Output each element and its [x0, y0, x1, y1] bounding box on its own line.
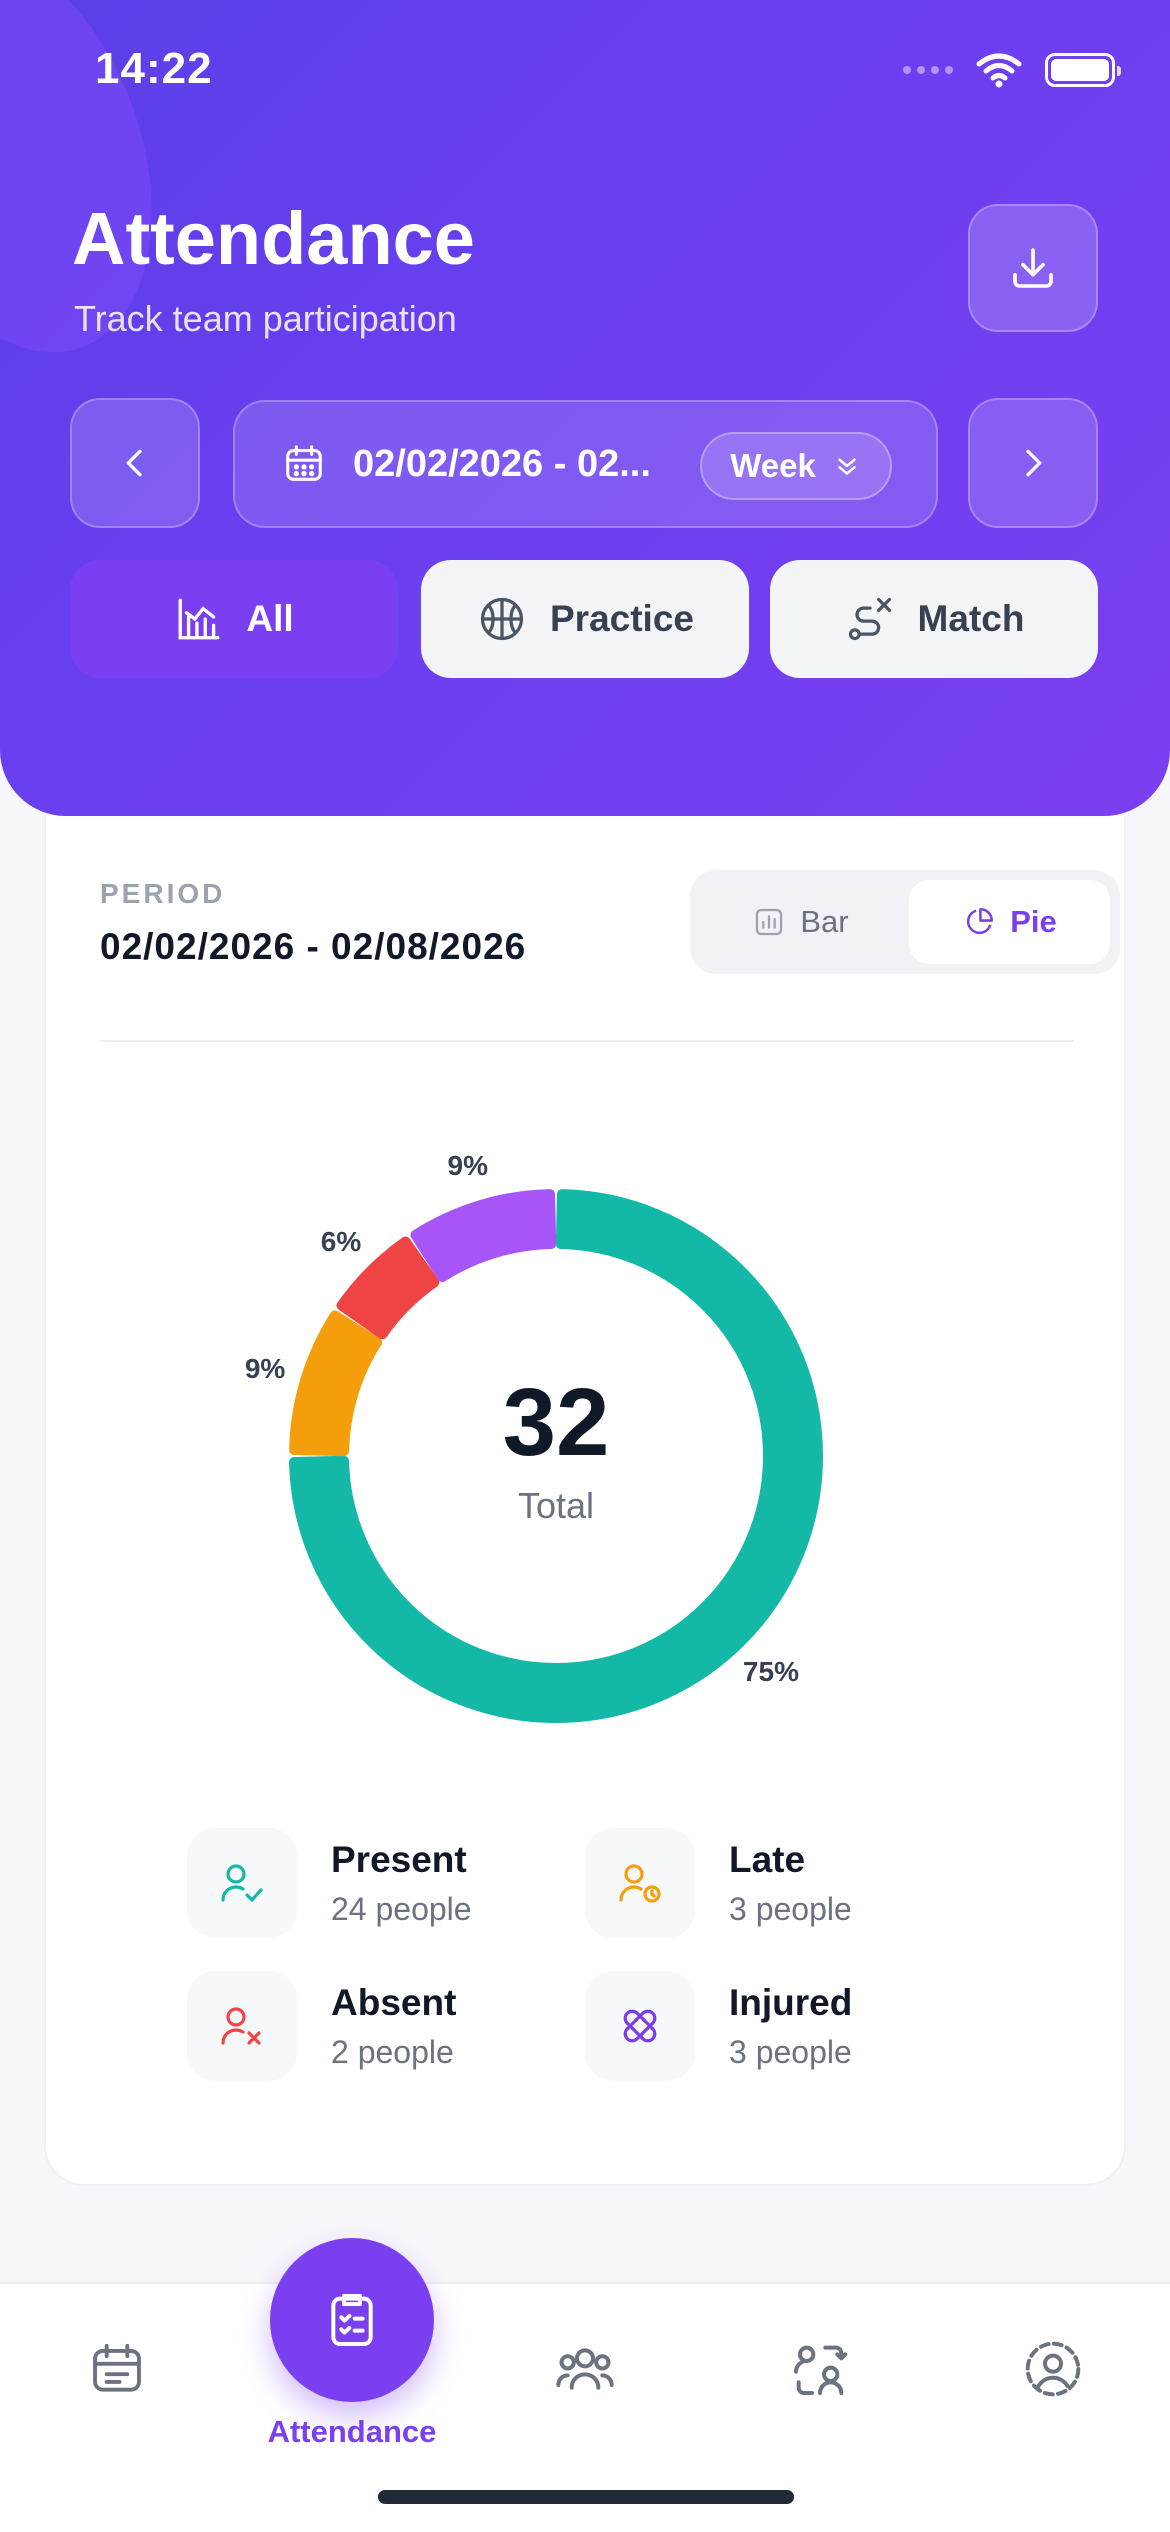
legend-injured-name: Injured — [729, 1981, 853, 2023]
label-late: 9% — [245, 1353, 286, 1384]
chevron-right-icon — [1026, 449, 1042, 477]
tab-practice-label: Practice — [550, 598, 694, 639]
slice-absent — [336, 1236, 440, 1340]
tab-all[interactable]: All — [70, 560, 398, 678]
legend-late-count: 3 people — [729, 1890, 852, 1927]
legend-absent-name: Absent — [331, 1981, 457, 2023]
nav-team[interactable] — [540, 2324, 630, 2414]
view-bar-label: Bar — [800, 904, 849, 939]
legend-present-name: Present — [331, 1838, 467, 1880]
total-label: Total — [517, 1485, 595, 1526]
download-icon — [1013, 248, 1053, 288]
view-pie-option[interactable]: Pie — [909, 880, 1110, 964]
wifi-icon — [976, 53, 1022, 88]
attendance-donut-chart: 75% 9% 6% 9% 32 Total — [245, 1150, 856, 1756]
tab-all-label: All — [246, 598, 294, 639]
legend-late: Late 3 people — [585, 1828, 852, 1938]
route-icon — [848, 597, 891, 641]
period-value: 02/02/2026 - 02/08/2026 — [100, 926, 527, 967]
status-icons — [903, 52, 1121, 88]
signal-icon — [903, 66, 953, 74]
next-period-button[interactable] — [968, 398, 1098, 528]
header: 14:22 Attendance Track team participatio… — [0, 0, 1170, 816]
slice-present — [289, 1189, 823, 1723]
user-x-icon — [187, 1971, 297, 2081]
chevron-double-down-icon — [838, 458, 856, 475]
date-range-text: 02/02/2026 - 02... — [353, 442, 651, 485]
legend-injured-count: 3 people — [729, 2033, 852, 2070]
label-present: 75% — [743, 1656, 799, 1687]
swap-users-icon — [794, 2345, 848, 2395]
legend-present-count: 24 people — [331, 1890, 472, 1927]
tab-practice[interactable]: Practice — [421, 560, 749, 678]
period-label: PERIOD — [100, 878, 226, 909]
page-title: Attendance — [72, 197, 475, 280]
label-injured: 9% — [448, 1150, 489, 1181]
download-button[interactable] — [968, 204, 1098, 332]
legend-absent-count: 2 people — [331, 2033, 454, 2070]
team-icon — [556, 2348, 614, 2390]
legend-present: Present 24 people — [187, 1828, 472, 1938]
divider — [100, 1040, 1074, 1042]
attendance-card: PERIOD 02/02/2026 - 02/08/2026 Bar Pie 7… — [44, 816, 1126, 2186]
user-check-icon — [187, 1828, 297, 1938]
date-range-selector[interactable]: 02/02/2026 - 02... Week — [233, 400, 938, 528]
previous-period-button[interactable] — [70, 398, 200, 528]
chart-view-toggle: Bar Pie — [690, 870, 1120, 974]
nav-attendance[interactable] — [270, 2238, 434, 2402]
nav-profile[interactable] — [1008, 2324, 1098, 2414]
pie-chart-icon — [967, 907, 994, 935]
bandage-icon — [585, 1971, 695, 2081]
battery-icon — [1045, 53, 1121, 87]
view-pie-label: Pie — [1010, 904, 1057, 939]
nav-attendance-label: Attendance — [267, 2414, 437, 2449]
home-indicator — [378, 2490, 794, 2504]
legend-injured: Injured 3 people — [585, 1971, 852, 2081]
nav-swap-users[interactable] — [775, 2324, 865, 2414]
page-subtitle: Track team participation — [74, 298, 457, 339]
attendance-icon — [331, 2294, 373, 2346]
calendar-icon — [93, 2343, 141, 2392]
period-mode-label: Week — [730, 447, 816, 484]
period-mode-dropdown[interactable]: Week — [700, 432, 892, 500]
calendar-icon — [286, 445, 322, 481]
donut-center: 32 Total — [256, 1156, 856, 1756]
slice-injured — [410, 1189, 557, 1283]
legend-late-name: Late — [729, 1838, 806, 1880]
view-bar-option[interactable]: Bar — [700, 880, 901, 964]
status-time: 14:22 — [95, 44, 213, 93]
legend-absent: Absent 2 people — [187, 1971, 456, 2081]
profile-icon — [1025, 2341, 1081, 2397]
slice-late — [289, 1310, 383, 1457]
tab-match[interactable]: Match — [770, 560, 1098, 678]
total-value: 32 — [502, 1369, 610, 1476]
bar-chart-icon — [756, 908, 783, 936]
tab-match-label: Match — [917, 598, 1025, 639]
bar-chart-icon — [178, 598, 220, 640]
nav-calendar[interactable] — [72, 2324, 162, 2414]
chevron-left-icon — [126, 449, 142, 477]
donut-svg: 75% 9% 6% 9% — [245, 1150, 823, 1723]
basketball-icon — [480, 597, 524, 641]
user-clock-icon — [585, 1828, 695, 1938]
label-absent: 6% — [321, 1226, 362, 1257]
